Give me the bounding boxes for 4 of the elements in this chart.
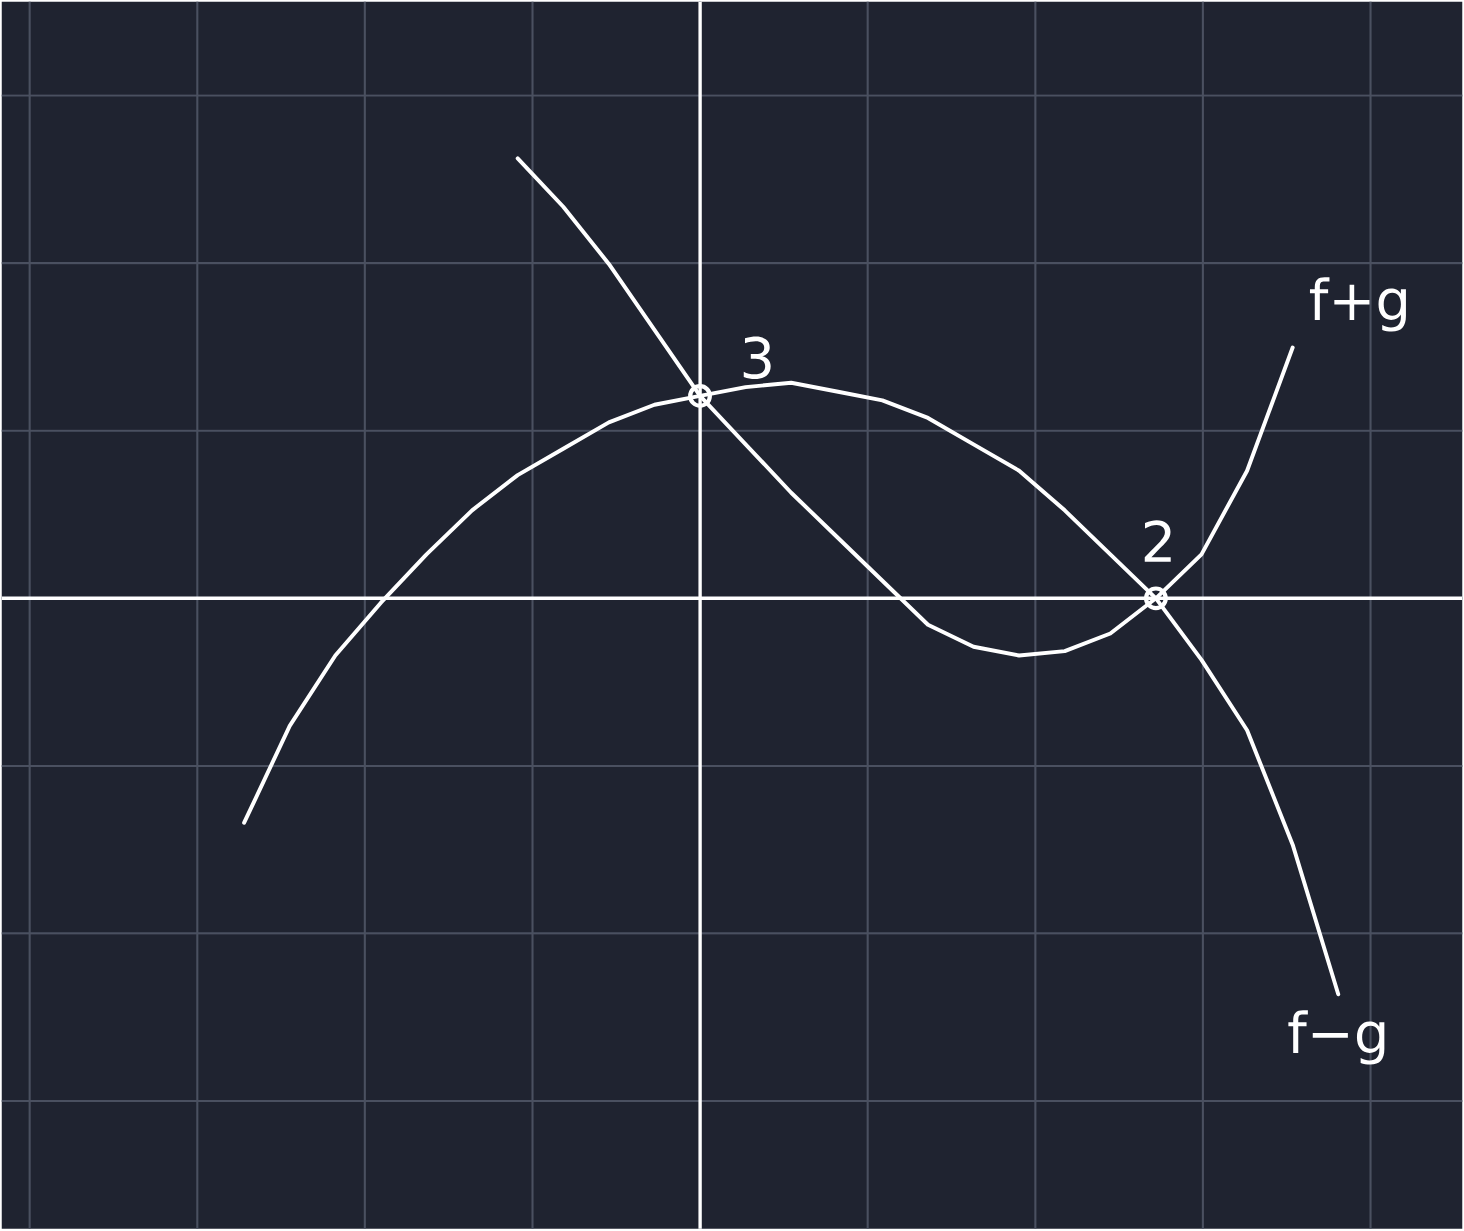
annotation: 2 [1144,520,1171,563]
series-label: f−g [1288,1010,1385,1065]
annotation: 3 [743,336,771,380]
series-label: f+g [1309,277,1406,332]
